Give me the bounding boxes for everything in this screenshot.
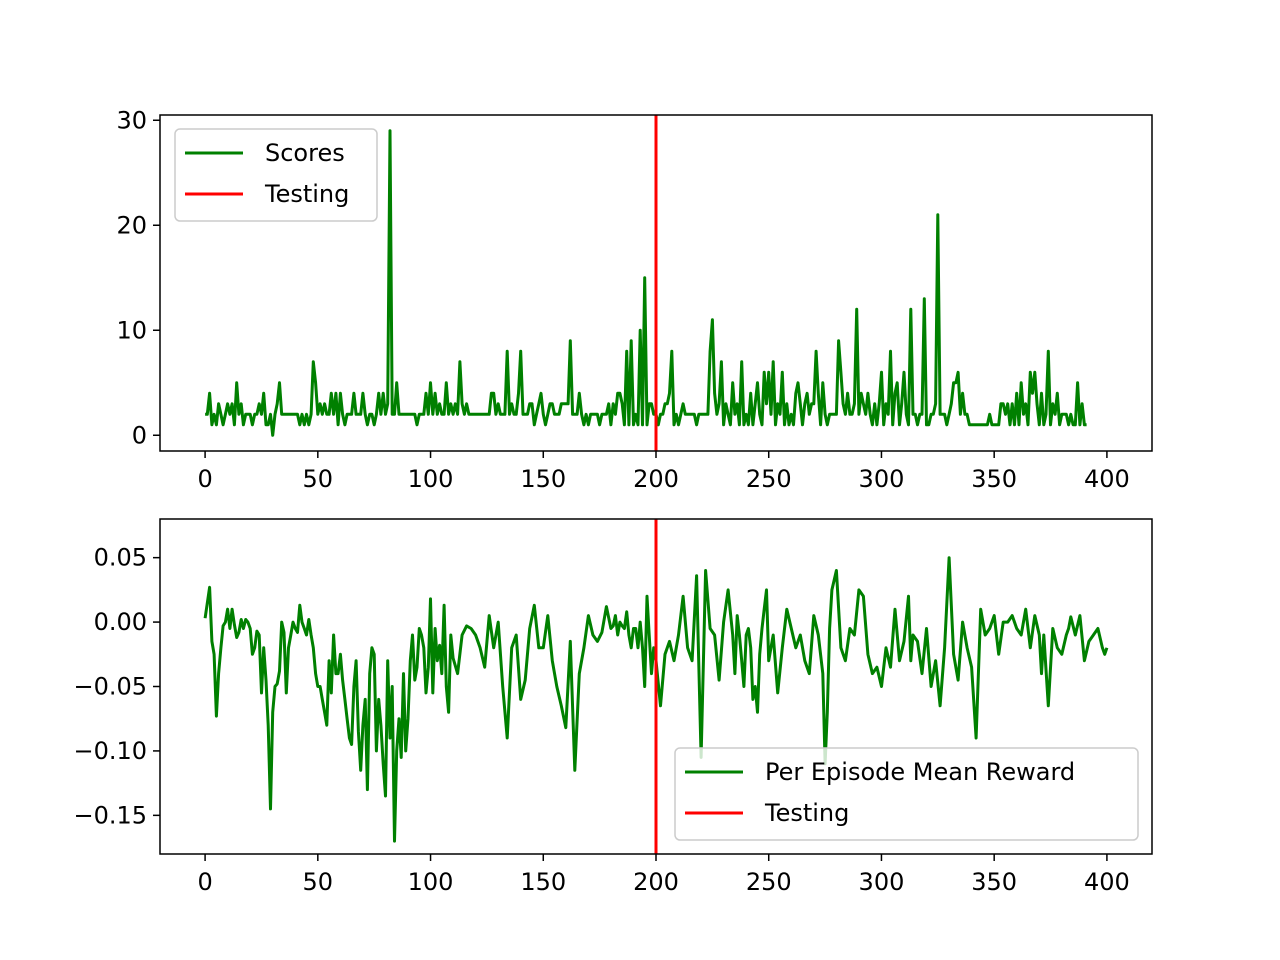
legend-label: Scores <box>265 139 345 167</box>
y-tick-label: 0.05 <box>94 544 147 572</box>
y-tick-label: 0.00 <box>94 608 147 636</box>
x-tick-label: 0 <box>197 465 212 493</box>
y-tick-label: 0 <box>132 421 147 449</box>
scores-panel: 0 50 100 150 200 250 300 350 400 0 10 20 30 Scores Tes… <box>116 106 1153 493</box>
x-tick-label: 250 <box>746 465 792 493</box>
series-line-0 <box>203 556 1109 843</box>
x-tick-label: 150 <box>520 465 566 493</box>
legend-label: Testing <box>264 180 349 208</box>
x-tick-label: 100 <box>408 868 454 896</box>
x-tick-label: 50 <box>303 868 334 896</box>
x-tick-label: 400 <box>1084 465 1130 493</box>
x-tick-label: 400 <box>1084 868 1130 896</box>
x-tick-label: 150 <box>520 868 566 896</box>
x-tick-label: 50 <box>303 465 334 493</box>
y-tick-label: −0.15 <box>73 801 147 829</box>
mean-reward-panel: 0 50 100 150 200 250 300 350 400 −0.15 −0.10 −0.05 0… <box>73 518 1153 896</box>
x-tick-label: 100 <box>408 465 454 493</box>
x-tick-label: 350 <box>971 868 1017 896</box>
x-tick-label: 250 <box>746 868 792 896</box>
legend-box <box>674 747 1139 841</box>
x-tick-label: 300 <box>859 465 905 493</box>
legend: Scores Testing <box>174 128 378 222</box>
y-tick-label: −0.10 <box>73 737 147 765</box>
y-tick-label: 30 <box>116 106 147 134</box>
legend: Per Episode Mean Reward Testing <box>674 747 1139 841</box>
legend-label: Testing <box>764 799 849 827</box>
x-tick-label: 0 <box>197 868 212 896</box>
x-tick-label: 300 <box>859 868 905 896</box>
y-tick-label: 20 <box>116 211 147 239</box>
x-tick-label: 200 <box>633 465 679 493</box>
x-tick-label: 200 <box>633 868 679 896</box>
y-tick-label: −0.05 <box>73 673 147 701</box>
legend-label: Per Episode Mean Reward <box>765 758 1075 786</box>
y-tick-label: 10 <box>116 316 147 344</box>
series-line-0 <box>205 129 1087 437</box>
x-tick-label: 350 <box>971 465 1017 493</box>
